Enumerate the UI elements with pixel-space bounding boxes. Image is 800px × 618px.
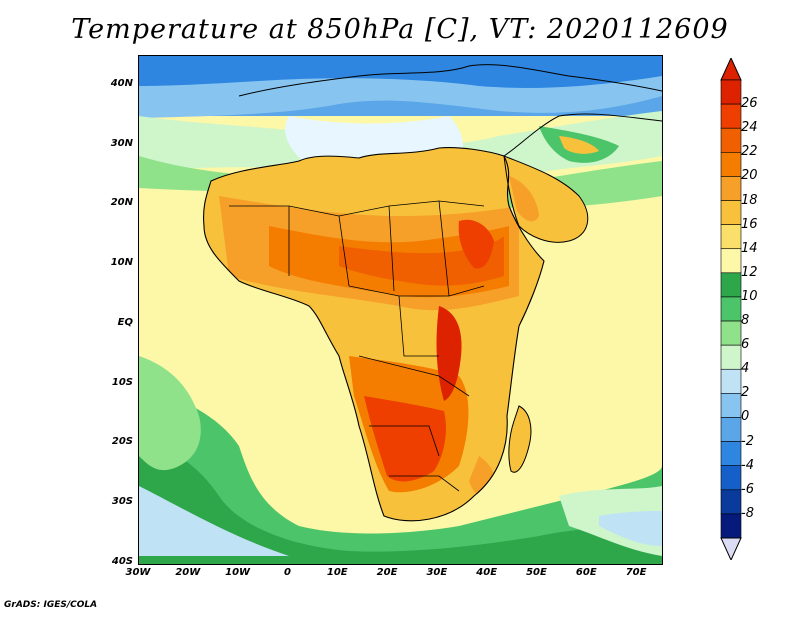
lon-tick-label: 60E xyxy=(575,567,597,578)
colorbar-label: 2 xyxy=(741,385,750,401)
colorbar-top-arrow xyxy=(720,58,742,81)
colorbar-segment xyxy=(720,465,742,491)
colorbar-label: -2 xyxy=(741,433,754,449)
south-green-band xyxy=(139,386,662,564)
lon-tick-label: 20W xyxy=(175,567,201,578)
lat-tick-label: 30N xyxy=(110,137,133,149)
colorbar-segment xyxy=(720,489,742,515)
lon-tick-label: 30W xyxy=(125,567,151,578)
colorbar-segment xyxy=(720,368,742,394)
colorbar-label: 22 xyxy=(741,144,758,160)
lat-tick-label: 10N xyxy=(110,257,133,269)
country-borders xyxy=(229,200,485,492)
map-title: Temperature at 850hPa [C], VT: 202011260… xyxy=(71,14,729,45)
colorbar-segment xyxy=(720,393,742,418)
colorbar-segment xyxy=(720,296,742,322)
southeast-cold-patch xyxy=(599,511,662,546)
colorbar-segment xyxy=(720,513,742,539)
lon-tick-label: 10W xyxy=(225,567,251,578)
colorbar-segment xyxy=(720,441,742,466)
lon-tick-label: 0 xyxy=(283,567,291,578)
west-ocean-green xyxy=(139,356,201,471)
lat-tick-label: 20S xyxy=(111,436,133,448)
arabia-warm xyxy=(504,156,588,243)
colorbar-label: 6 xyxy=(741,337,750,353)
colorbar xyxy=(720,58,742,560)
lon-tick-label: 70E xyxy=(625,567,647,578)
colorbar-label: 16 xyxy=(741,216,758,232)
colorbar-label: 4 xyxy=(741,361,750,377)
colorbar-label: -6 xyxy=(741,481,754,497)
madagascar xyxy=(508,405,532,473)
lat-tick-label: 20N xyxy=(110,197,133,209)
colorbar-segment xyxy=(720,248,742,274)
north-green-band xyxy=(139,111,662,179)
lat-tick-label: 40S xyxy=(111,556,133,567)
colorbar-segment xyxy=(720,344,742,370)
colorbar-segment xyxy=(720,272,742,298)
colorbar-label: 12 xyxy=(741,264,758,280)
colorbar-label: -8 xyxy=(741,505,754,521)
colorbar-label: 24 xyxy=(741,120,758,136)
colorbar-segment xyxy=(720,224,742,250)
lat-tick-label: EQ xyxy=(117,316,133,328)
colorbar-label: 0 xyxy=(741,409,750,425)
africa-coastline xyxy=(203,147,545,522)
colorbar-label: 8 xyxy=(741,313,750,329)
arabia-coastline xyxy=(503,155,589,243)
lon-tick-label: 30E xyxy=(426,567,448,578)
colorbar-segment xyxy=(720,320,742,346)
lon-tick-label: 10E xyxy=(326,567,348,578)
colorbar-label: 18 xyxy=(741,192,758,208)
lon-tick-label: 50E xyxy=(526,567,547,578)
lat-tick-label: 30S xyxy=(111,496,133,508)
colorbar-segment xyxy=(720,417,742,442)
colorbar-label: 14 xyxy=(741,240,758,256)
footer-credit: GrADS: IGES/COLA xyxy=(4,600,98,610)
colorbar-segment xyxy=(720,79,742,105)
middle-east-coastline xyxy=(503,113,662,157)
arabia-warm-core xyxy=(509,176,539,222)
colorbar-label: -4 xyxy=(741,457,754,473)
colorbar-bottom-arrow xyxy=(720,537,742,560)
lat-tick-label: 10S xyxy=(111,376,133,388)
lat-tick-label: 40N xyxy=(110,77,133,89)
lon-tick-label: 40E xyxy=(476,567,498,578)
colorbar-segment xyxy=(720,103,742,129)
temperature-field xyxy=(139,56,662,564)
colorbar-label: 10 xyxy=(741,288,758,304)
colorbar-segment xyxy=(720,127,742,153)
colorbar-segment xyxy=(720,152,742,177)
north-cold-band-3 xyxy=(139,56,662,88)
europe-coastline xyxy=(238,64,662,97)
colorbar-label: 26 xyxy=(741,96,758,112)
colorbar-segment xyxy=(720,200,742,225)
temperature-map xyxy=(138,55,663,565)
colorbar-segment xyxy=(720,176,742,201)
colorbar-label: 20 xyxy=(741,168,758,184)
south-cold-patch xyxy=(139,486,289,556)
iran-warm xyxy=(559,136,599,154)
lon-tick-label: 20E xyxy=(376,567,398,578)
